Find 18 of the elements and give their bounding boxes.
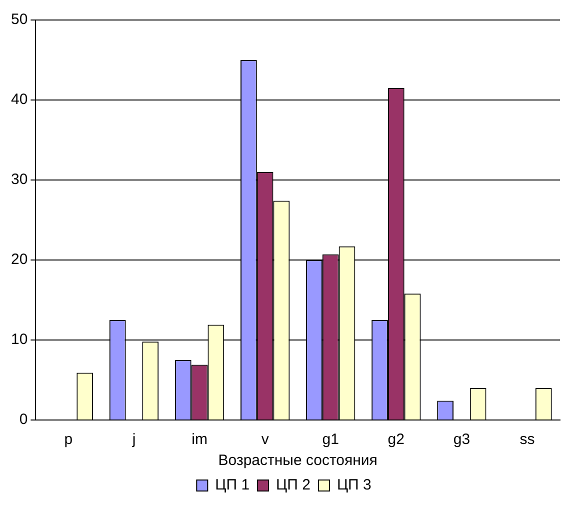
x-tick-label: g3 xyxy=(453,431,470,448)
legend-label: ЦП 3 xyxy=(336,476,372,494)
y-tick-label: 30 xyxy=(10,171,28,188)
x-tick-label: v xyxy=(261,431,270,448)
y-tick-label: 20 xyxy=(10,251,28,268)
x-tick-label: j xyxy=(131,431,136,448)
x-tick-label: g1 xyxy=(322,431,339,448)
x-tick-label: p xyxy=(64,431,73,448)
legend-label: ЦП 2 xyxy=(276,476,310,494)
legend-label: ЦП 1 xyxy=(215,476,250,494)
x-tick-label: im xyxy=(192,431,208,448)
y-tick-label: 0 xyxy=(19,411,28,428)
x-tick-label: g2 xyxy=(388,431,404,448)
y-tick-label: 50 xyxy=(10,11,28,28)
y-tick-label: 40 xyxy=(10,91,28,108)
x-axis-title: Возрастные состояния xyxy=(218,452,378,470)
x-tick-label: ss xyxy=(520,431,535,448)
y-tick-label: 10 xyxy=(10,331,28,348)
